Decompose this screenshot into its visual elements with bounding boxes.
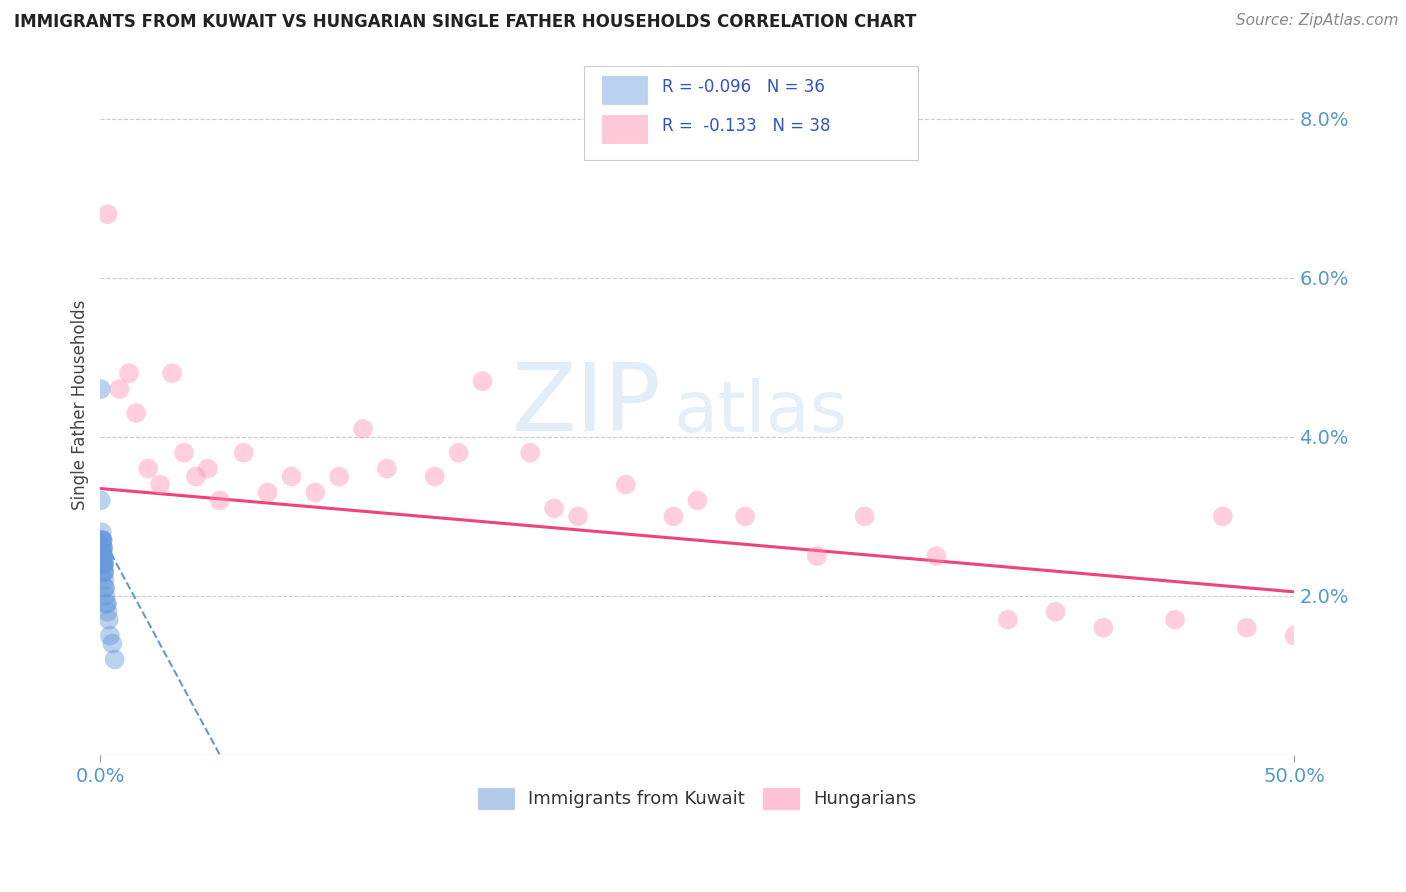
Point xyxy=(925,549,948,563)
Legend: Immigrants from Kuwait, Hungarians: Immigrants from Kuwait, Hungarians xyxy=(471,780,924,816)
Point xyxy=(93,573,115,587)
Point xyxy=(98,629,121,643)
Point xyxy=(90,533,112,548)
Point xyxy=(208,493,231,508)
Point xyxy=(686,493,709,508)
Point xyxy=(94,589,117,603)
Point xyxy=(91,557,114,571)
Point xyxy=(136,461,159,475)
Point xyxy=(101,636,124,650)
Point xyxy=(93,565,115,579)
Point xyxy=(197,461,219,475)
Point xyxy=(149,477,172,491)
Point xyxy=(96,597,118,611)
Text: Source: ZipAtlas.com: Source: ZipAtlas.com xyxy=(1236,13,1399,29)
Point xyxy=(118,366,141,380)
Point xyxy=(91,557,114,571)
Point xyxy=(328,469,350,483)
Point xyxy=(125,406,148,420)
Point xyxy=(173,446,195,460)
Point xyxy=(567,509,589,524)
Text: IMMIGRANTS FROM KUWAIT VS HUNGARIAN SINGLE FATHER HOUSEHOLDS CORRELATION CHART: IMMIGRANTS FROM KUWAIT VS HUNGARIAN SING… xyxy=(14,13,917,31)
Point xyxy=(108,382,131,396)
Point xyxy=(93,565,115,579)
Point xyxy=(93,549,115,563)
Point xyxy=(1284,629,1306,643)
FancyBboxPatch shape xyxy=(602,76,647,104)
Point xyxy=(93,557,115,571)
Point xyxy=(96,605,118,619)
Point xyxy=(280,469,302,483)
Point xyxy=(91,549,114,563)
Point xyxy=(1164,613,1187,627)
Point xyxy=(97,613,120,627)
Point xyxy=(997,613,1019,627)
Point xyxy=(662,509,685,524)
Point xyxy=(90,549,112,563)
Point xyxy=(160,366,183,380)
Point xyxy=(90,493,112,508)
Point xyxy=(1236,621,1258,635)
Point xyxy=(447,446,470,460)
Point xyxy=(90,382,112,396)
Point xyxy=(423,469,446,483)
Point xyxy=(94,581,117,595)
FancyBboxPatch shape xyxy=(602,114,647,143)
Point xyxy=(734,509,756,524)
Point xyxy=(519,446,541,460)
Point xyxy=(93,557,115,571)
Point xyxy=(352,422,374,436)
Point xyxy=(304,485,326,500)
Point xyxy=(91,533,114,548)
Point xyxy=(90,525,112,540)
Text: atlas: atlas xyxy=(673,377,848,447)
Point xyxy=(91,557,114,571)
Point xyxy=(91,549,114,563)
Point xyxy=(91,533,114,548)
Text: R = -0.096   N = 36: R = -0.096 N = 36 xyxy=(662,78,824,96)
Point xyxy=(91,541,114,556)
Point xyxy=(614,477,637,491)
Point xyxy=(104,652,127,666)
Point xyxy=(256,485,278,500)
Point xyxy=(96,207,118,221)
Text: R =  -0.133   N = 38: R = -0.133 N = 38 xyxy=(662,117,830,135)
Point xyxy=(1045,605,1067,619)
Point xyxy=(543,501,565,516)
Point xyxy=(375,461,398,475)
Point xyxy=(1212,509,1234,524)
Point xyxy=(93,557,115,571)
Point xyxy=(471,374,494,388)
Point xyxy=(93,581,115,595)
Point xyxy=(806,549,828,563)
Point xyxy=(91,533,114,548)
Text: ZIP: ZIP xyxy=(512,359,662,451)
FancyBboxPatch shape xyxy=(583,66,918,160)
Point xyxy=(91,549,114,563)
Point xyxy=(184,469,207,483)
Point xyxy=(93,565,115,579)
Y-axis label: Single Father Households: Single Father Households xyxy=(72,300,89,510)
Point xyxy=(91,541,114,556)
Point xyxy=(232,446,254,460)
Point xyxy=(91,541,114,556)
Point xyxy=(96,597,118,611)
Point xyxy=(91,541,114,556)
Point xyxy=(1092,621,1115,635)
Point xyxy=(853,509,876,524)
